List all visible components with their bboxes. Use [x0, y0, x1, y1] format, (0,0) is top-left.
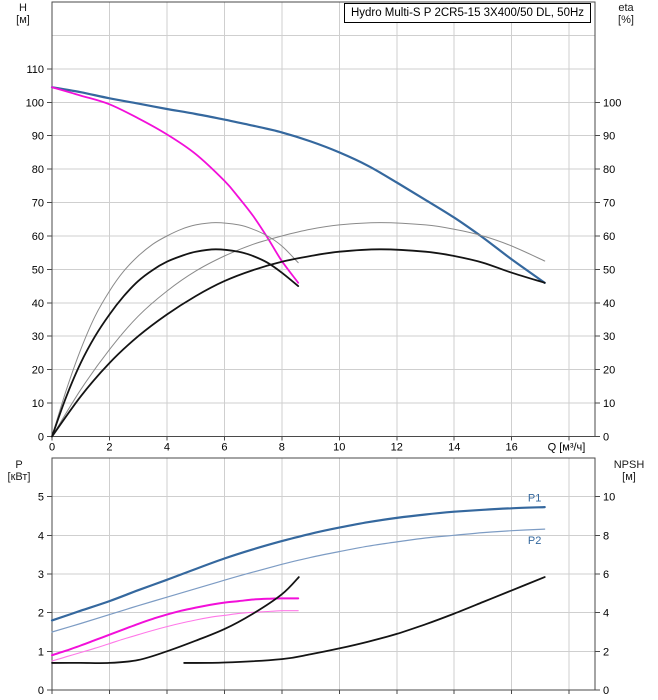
curve-p1-two-pumps — [50, 506, 546, 622]
tick-label-right: 8 — [603, 530, 609, 542]
tick-label-left: 0 — [38, 432, 44, 444]
tick-label-bottom: 16 — [506, 442, 518, 454]
head-efficiency-chart: 0102030405060708090100110010203040506070… — [26, 1, 621, 454]
tick-label-left: 80 — [32, 164, 44, 176]
tick-label-right: 10 — [603, 398, 615, 410]
curve-npsh-one-pump — [51, 576, 300, 665]
tick-label-right: 90 — [603, 131, 615, 143]
tick-label-right: 0 — [603, 685, 609, 697]
chart-title-box: Hydro Multi-S P 2CR5-15 3X400/50 DL, 50H… — [344, 3, 591, 23]
tick-label-left: 0 — [38, 685, 44, 697]
curve-p2-two-pumps — [51, 528, 546, 633]
tick-label-bottom: 4 — [164, 442, 170, 454]
eta-axis-name: eta — [618, 2, 634, 14]
tick-label-right: 2 — [603, 646, 609, 658]
tick-label-left: 20 — [32, 365, 44, 377]
tick-label-left: 50 — [32, 264, 44, 276]
tick-label-right: 40 — [603, 298, 615, 310]
power-npsh-chart: 0 1 2 3 4 5 0 2 4 6 8 10 P1 P2 — [38, 457, 615, 697]
tick-label-right: 10 — [603, 492, 615, 504]
plot-border — [51, 1, 596, 438]
tick-label-bottom: 12 — [391, 442, 403, 454]
tick-label-right: 4 — [603, 608, 609, 620]
curve-eta-one-pump-upper — [51, 222, 299, 437]
power-axis-name: P — [15, 459, 23, 471]
tick-label-left: 5 — [38, 492, 44, 504]
curve-p1-one-pump — [51, 597, 300, 657]
tick-label-left: 70 — [32, 198, 44, 210]
curve-eta-one-pump-lower — [51, 248, 300, 438]
tick-label-left: 100 — [26, 97, 44, 109]
tick-label-left: 30 — [32, 331, 44, 343]
eta-axis-unit: [%] — [618, 14, 634, 26]
tick-label-left: 90 — [32, 131, 44, 143]
power-axis-unit: [кВт] — [7, 471, 31, 483]
npsh-axis-unit: [м] — [622, 471, 636, 483]
curve-head-one-pump — [51, 86, 300, 284]
tick-label-bottom: 6 — [221, 442, 227, 454]
curve-p2-one-pump — [51, 610, 299, 662]
chart-title: Hydro Multi-S P 2CR5-15 3X400/50 DL, 50H… — [350, 7, 585, 19]
curve-eta-two-pumps-upper — [51, 222, 546, 437]
tick-label-right: 0 — [603, 432, 609, 444]
tick-label-left: 10 — [32, 398, 44, 410]
tick-label-left: 110 — [26, 64, 44, 76]
head-axis-label: H [м] — [8, 2, 38, 26]
curve-head-two-pumps — [50, 86, 546, 284]
tick-label-left: 3 — [38, 569, 44, 581]
curve-label-p1: P1 — [528, 492, 541, 504]
curve-eta-two-pumps-lower — [51, 248, 546, 438]
eta-axis-label: eta [%] — [608, 2, 644, 26]
curve-npsh-two-pumps — [183, 576, 546, 664]
tick-label-right: 70 — [603, 198, 615, 210]
tick-label-bottom: 8 — [279, 442, 285, 454]
x-axis-title: Q [м³/ч] — [548, 442, 586, 454]
tick-label-bottom: 14 — [448, 442, 460, 454]
tick-label-right: 30 — [603, 331, 615, 343]
tick-label-right: 20 — [603, 365, 615, 377]
tick-label-right: 80 — [603, 164, 615, 176]
tick-label-left: 1 — [38, 646, 44, 658]
curve-label-p2: P2 — [528, 535, 541, 547]
head-axis-name: H — [19, 2, 27, 14]
tick-label-right: 60 — [603, 231, 615, 243]
tick-label-bottom: 0 — [49, 442, 55, 454]
tick-label-left: 40 — [32, 298, 44, 310]
power-axis-label: P [кВт] — [0, 459, 38, 483]
tick-label-right: 50 — [603, 264, 615, 276]
tick-label-right: 100 — [603, 97, 621, 109]
tick-label-left: 60 — [32, 231, 44, 243]
tick-label-left: 4 — [38, 530, 44, 542]
npsh-axis-name: NPSH — [613, 459, 645, 471]
tick-label-bottom: 10 — [333, 442, 345, 454]
tick-label-bottom: 2 — [106, 442, 112, 454]
head-axis-unit: [м] — [16, 14, 30, 26]
tick-label-right: 6 — [603, 569, 609, 581]
tick-label-left: 2 — [38, 608, 44, 620]
npsh-axis-label: NPSH [м] — [604, 459, 654, 483]
